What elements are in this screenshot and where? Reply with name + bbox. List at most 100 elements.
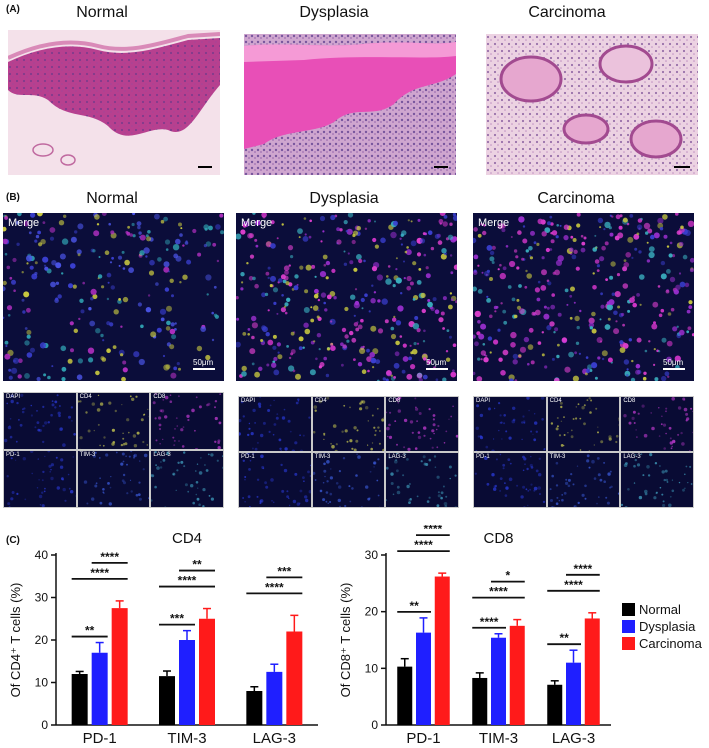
channel-panel-cd8: CD8 — [150, 392, 224, 450]
significance-label: **** — [265, 580, 284, 594]
chart-title: CD4 — [172, 530, 202, 547]
channel-panel-tim3: TIM-3 — [546, 452, 621, 508]
y-tick-label: 30 — [35, 591, 49, 605]
significance-label: **** — [100, 550, 119, 564]
channel-panel-dapi: DAPI — [238, 396, 312, 452]
y-tick-label: 20 — [365, 605, 379, 619]
legend-swatch-carcinoma — [622, 637, 635, 650]
scale-bar-label-normal: 50μm — [193, 358, 214, 367]
y-tick-label: 10 — [35, 676, 49, 690]
channel-label: LAG-3 — [623, 454, 641, 460]
significance-label: **** — [178, 574, 197, 588]
significance-label: *** — [170, 612, 184, 626]
legend-swatch-normal — [622, 603, 635, 616]
y-tick-label: 0 — [41, 718, 48, 732]
bar-normal-lag3 — [547, 684, 563, 725]
merge-image-normal-cells — [3, 213, 224, 381]
channel-panel-dapi: DAPI — [473, 396, 547, 452]
panel-b-title-normal: Normal — [86, 190, 138, 207]
bar-carcinoma-pd1 — [434, 576, 450, 725]
channel-panel-cd4: CD4 — [311, 396, 386, 452]
panel-b-title-carcinoma: Carcinoma — [537, 190, 615, 207]
bar-dysplasia-tim3 — [179, 640, 195, 725]
merge-label-normal: Merge — [8, 217, 40, 229]
significance-label: **** — [564, 578, 583, 592]
channel-label: LAG-3 — [153, 452, 171, 458]
channel-label: CD4 — [79, 394, 92, 400]
bar-normal-tim3 — [472, 677, 488, 725]
channel-panel-dapi: DAPI — [3, 392, 77, 450]
bar-dysplasia-lag3 — [566, 662, 581, 725]
panel-b-label: (B) — [6, 192, 20, 203]
bar-normal-lag3 — [246, 691, 263, 725]
y-tick-label: 10 — [365, 661, 379, 675]
legend-label-dysplasia: Dysplasia — [639, 619, 696, 634]
bar-dysplasia-pd1 — [416, 632, 431, 725]
channel-panel-cd4: CD4 — [546, 396, 621, 452]
channel-label: DAPI — [6, 394, 21, 400]
bar-dysplasia-pd1 — [91, 652, 108, 725]
channel-panel-cd8: CD8 — [385, 396, 459, 452]
bar-normal-tim3 — [159, 676, 175, 725]
channel-panel-pd1: PD-1 — [3, 450, 77, 508]
chart-cd4: CD4 Of CD4⁺ T cells (%) 0 10 20 30 40 PD-1 TIM-3… — [8, 530, 318, 747]
x-tick-label: LAG-3 — [253, 730, 296, 747]
merge-image-dysplasia: Merge 50μm — [236, 213, 457, 381]
merge-image-normal: Merge 50μm — [3, 213, 224, 381]
merge-image-dysplasia-cells — [236, 213, 457, 381]
x-tick-label: PD-1 — [83, 730, 117, 747]
channel-label: TIM-3 — [79, 452, 96, 458]
panel-a-label: (A) — [6, 4, 20, 15]
significance-label: **** — [489, 585, 508, 599]
bar-carcinoma-tim3 — [199, 618, 215, 725]
legend-swatch-dysplasia — [622, 620, 635, 633]
channel-panel-pd1: PD-1 — [238, 452, 312, 508]
y-tick-label: 40 — [35, 548, 49, 562]
channel-grid-dysplasia: DAPI CD4 CD8 PD-1 TIM-3 LAG-3 — [238, 396, 459, 508]
y-axis-label: Of CD8⁺ T cells (%) — [338, 583, 353, 698]
channel-label: CD8 — [153, 394, 166, 400]
significance-label: **** — [574, 562, 593, 576]
y-axis-label: Of CD4⁺ T cells (%) — [8, 583, 23, 698]
panel-a-title-dysplasia: Dysplasia — [299, 4, 369, 21]
channel-label: LAG-3 — [388, 454, 406, 460]
x-tick-label: TIM-3 — [167, 730, 206, 747]
bar-carcinoma-pd1 — [111, 608, 128, 725]
channel-panel-lag3: LAG-3 — [385, 452, 459, 508]
channel-panel-lag3: LAG-3 — [620, 452, 694, 508]
panel-c-label: (C) — [6, 535, 20, 546]
channel-label: DAPI — [241, 398, 256, 404]
he-image-dysplasia — [244, 34, 456, 175]
channel-panel-pd1: PD-1 — [473, 452, 547, 508]
channel-label: TIM-3 — [549, 454, 566, 460]
significance-label: * — [506, 569, 511, 583]
panel-a-title-carcinoma: Carcinoma — [528, 4, 606, 21]
merge-label-dysplasia: Merge — [241, 217, 273, 229]
channel-label: PD-1 — [476, 454, 490, 460]
x-tick-label: LAG-3 — [552, 730, 595, 747]
channel-label: PD-1 — [6, 452, 20, 458]
significance-label: **** — [480, 615, 499, 629]
channel-label: DAPI — [476, 398, 491, 404]
chart-title: CD8 — [483, 530, 513, 547]
significance-label: ** — [409, 599, 419, 613]
channel-panel-tim3: TIM-3 — [311, 452, 386, 508]
channel-label: CD8 — [623, 398, 636, 404]
scale-bar-label-carcinoma: 50μm — [663, 358, 684, 367]
significance-label: ** — [85, 624, 95, 638]
bar-normal-pd1 — [397, 666, 413, 725]
legend-label-carcinoma: Carcinoma — [639, 636, 703, 651]
he-image-normal — [8, 30, 220, 175]
channel-label: CD4 — [314, 398, 327, 404]
channel-label: CD8 — [388, 398, 401, 404]
significance-label: **** — [90, 566, 109, 580]
channel-panel-cd8: CD8 — [620, 396, 694, 452]
panel-b-title-dysplasia: Dysplasia — [309, 190, 379, 207]
chart-cd8: CD8 Of CD8⁺ T cells (%) 0 10 20 30 PD-1 TIM-3 LA… — [338, 525, 703, 747]
merge-image-carcinoma: Merge 50μm — [473, 213, 694, 381]
panel-a-title-normal: Normal — [76, 4, 128, 21]
legend-label-normal: Normal — [639, 602, 681, 617]
channel-panel-cd4: CD4 — [76, 392, 151, 450]
bar-carcinoma-lag3 — [584, 618, 600, 725]
bar-dysplasia-lag3 — [266, 671, 283, 725]
